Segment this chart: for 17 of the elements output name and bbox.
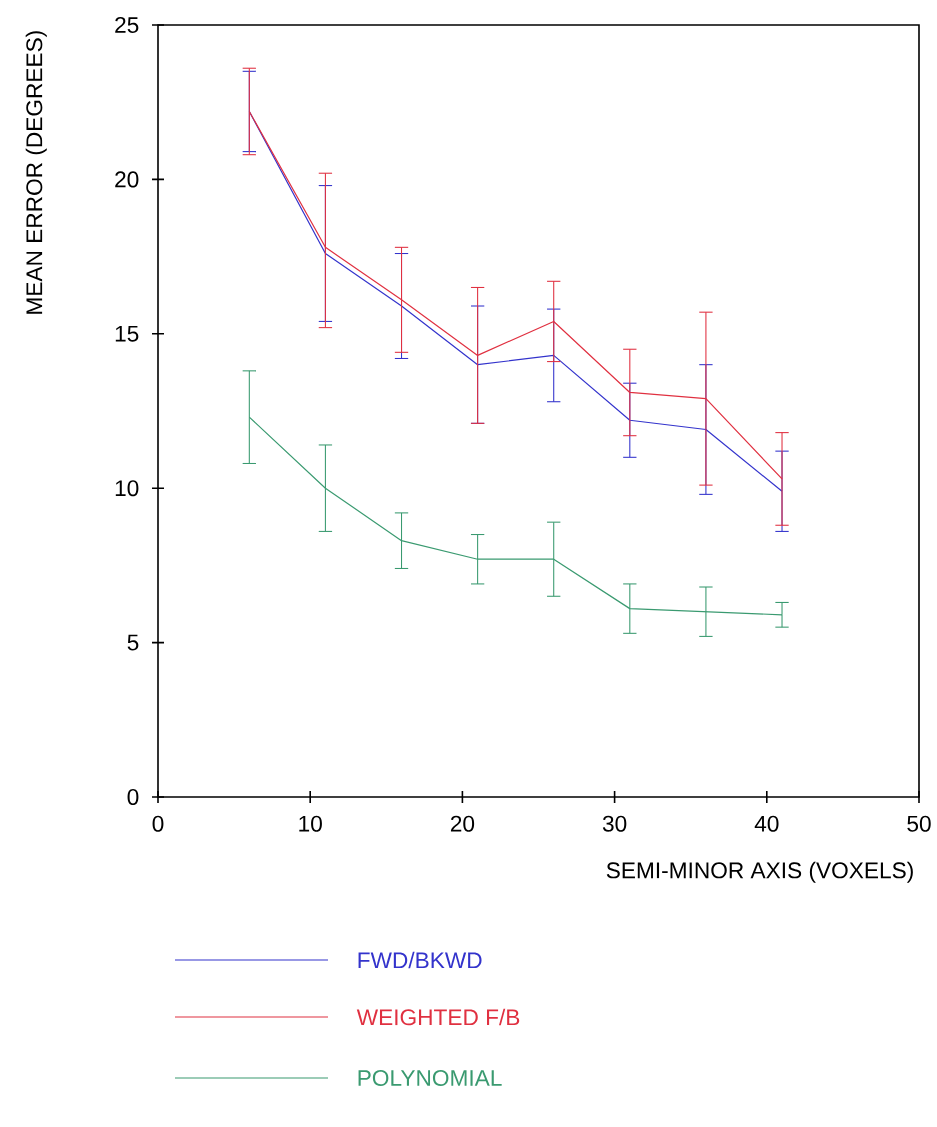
y-tick-label: 5 <box>127 634 139 651</box>
x-axis-title: SEMI-MINOR AXIS (VOXELS) <box>606 861 913 883</box>
x-tick-label: 0 <box>152 815 164 832</box>
y-tick-label: 25 <box>115 16 139 34</box>
y-tick-label: 0 <box>127 788 139 806</box>
text: FWD/BKWD <box>358 951 482 969</box>
y-axis-title: MEAN ERROR (DEGREES) <box>25 31 47 314</box>
y-tick-label: 10 <box>115 480 139 497</box>
x-tick-label: 40 <box>754 815 779 832</box>
x-tick-label: 30 <box>602 815 627 832</box>
x-tick-label: 50 <box>907 815 931 832</box>
y-tick-label: 15 <box>115 325 139 342</box>
x-tick-label: 10 <box>299 815 322 832</box>
y-tick-label: 20 <box>115 171 139 188</box>
x-tick-label: 20 <box>450 815 475 832</box>
text: POLYNOMIAL <box>358 1069 502 1087</box>
text: WEIGHTED F/B <box>356 1008 520 1026</box>
